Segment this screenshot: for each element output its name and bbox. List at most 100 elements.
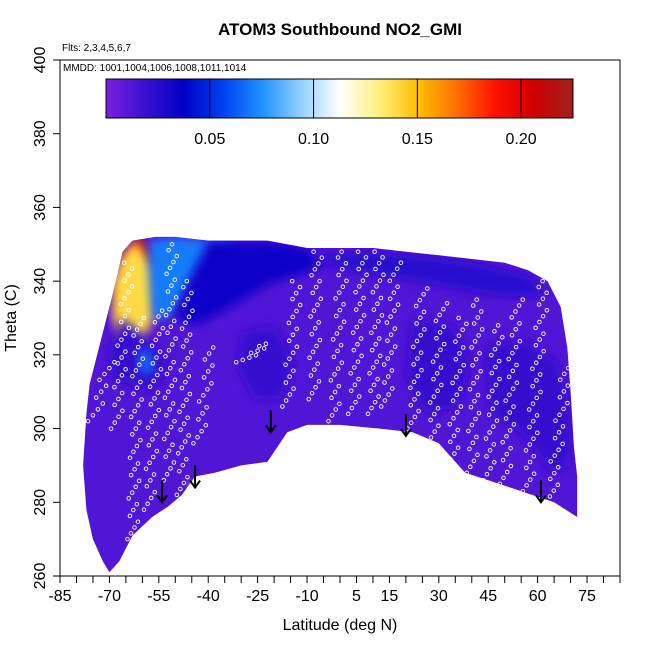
flight-sample-point (555, 482, 561, 488)
flight-sample-point (255, 348, 260, 353)
flight-sample-point (523, 448, 529, 453)
flight-sample-point (378, 295, 384, 301)
flight-sample-point (536, 302, 542, 307)
flight-sample-point (569, 359, 575, 365)
flight-sample-point (533, 360, 539, 366)
flight-sample-point (199, 429, 204, 434)
flight-sample-point (121, 260, 127, 265)
flight-sample-point (507, 392, 512, 397)
flight-sample-point (183, 320, 188, 325)
flight-sample-point (174, 492, 180, 498)
flight-sample-point (206, 351, 212, 356)
flight-sample-point (307, 355, 312, 361)
x-tick-label: 5 (352, 588, 361, 605)
flight-sample-point (352, 382, 358, 388)
flight-sample-point (331, 354, 337, 360)
flight-sample-point (289, 278, 295, 284)
flight-sample-point (173, 336, 178, 341)
flight-sample-point (123, 349, 128, 354)
flight-sample-point (141, 315, 147, 321)
flight-sample-point (150, 437, 155, 442)
flight-sample-point (561, 406, 566, 412)
flight-sample-point (381, 362, 387, 367)
flight-sample-point (118, 319, 124, 325)
flight-sample-point (171, 359, 176, 365)
flight-sample-point (313, 385, 318, 390)
flight-sample-point (162, 436, 167, 442)
arrow-markers (156, 410, 547, 505)
dates-annotation: MMDD: 1001,1004,1006,1008,1011,1014 (63, 63, 247, 74)
flight-sample-point (164, 413, 169, 418)
flight-sample-point (389, 368, 395, 373)
flight-sample-point (496, 340, 501, 346)
flight-sample-point (533, 325, 538, 331)
x-tick-label: 15 (381, 588, 399, 605)
flight-sample-point (149, 419, 154, 425)
flight-sample-point (127, 513, 133, 519)
flight-sample-point (486, 394, 491, 400)
flight-sample-point (167, 407, 172, 412)
flight-sample-point (158, 366, 164, 372)
flight-sample-point (93, 395, 99, 400)
flight-sample-point (471, 380, 476, 386)
flight-sample-point (118, 301, 124, 307)
field-region-dark-blue-patch-4 (484, 340, 571, 473)
flight-sample-point (179, 326, 185, 331)
flight-sample-point (364, 272, 369, 278)
flight-sample-point (450, 398, 456, 403)
flight-sample-point (556, 430, 562, 435)
flight-sample-point (150, 454, 156, 460)
flight-sample-point (411, 344, 416, 350)
flight-sample-point (287, 374, 292, 379)
flight-sample-point (185, 415, 190, 420)
x-tick-label: 30 (430, 588, 448, 605)
flight-sample-point (395, 302, 401, 307)
flight-sample-point (188, 350, 194, 355)
flight-sample-point (180, 344, 186, 349)
flight-sample-point (169, 283, 174, 288)
flight-sample-point (430, 359, 436, 364)
flight-sample-point (359, 353, 364, 359)
flight-sample-point (534, 395, 539, 401)
x-tick-label: -25 (246, 588, 269, 605)
flight-sample-point (483, 436, 489, 441)
flight-sample-point (286, 338, 292, 344)
flight-sample-point (435, 388, 440, 394)
flight-sample-point (360, 260, 365, 266)
flight-sample-point (388, 314, 393, 319)
flight-sample-point (182, 302, 187, 308)
flight-sample-point (172, 377, 178, 383)
flight-sample-point (335, 366, 341, 371)
flight-sample-point (200, 411, 205, 416)
flight-sample-point (520, 297, 526, 302)
flight-sample-point (376, 260, 382, 266)
flight-sample-point (184, 397, 189, 403)
flight-sample-point (317, 337, 323, 343)
flight-sample-point (178, 367, 184, 373)
flight-sample-point (436, 423, 441, 429)
flight-sample-point (308, 373, 314, 378)
flight-sample-point (286, 320, 292, 326)
x-tick-label: -55 (147, 588, 170, 605)
flight-sample-point (433, 318, 439, 324)
flight-sample-point (425, 286, 430, 291)
flight-sample-point (140, 356, 146, 361)
flight-sample-point (344, 278, 349, 284)
flight-sample-point (157, 349, 163, 354)
flight-sample-point (371, 382, 377, 388)
flight-sample-point (119, 355, 124, 360)
flight-sample-point (335, 348, 340, 354)
flight-sample-point (168, 365, 173, 371)
flight-sample-point (437, 330, 443, 335)
flight-sample-point (373, 342, 379, 347)
flight-sample-point (355, 342, 360, 347)
flight-sample-point (308, 314, 313, 319)
flight-sample-point (357, 301, 363, 307)
flight-sample-point (356, 394, 362, 399)
flight-sample-point (171, 460, 177, 465)
flight-sample-point (513, 327, 519, 332)
flight-sample-point (172, 418, 177, 424)
arrow-marker (265, 410, 277, 434)
flight-sample-point (336, 383, 342, 389)
no2-field (83, 236, 578, 573)
